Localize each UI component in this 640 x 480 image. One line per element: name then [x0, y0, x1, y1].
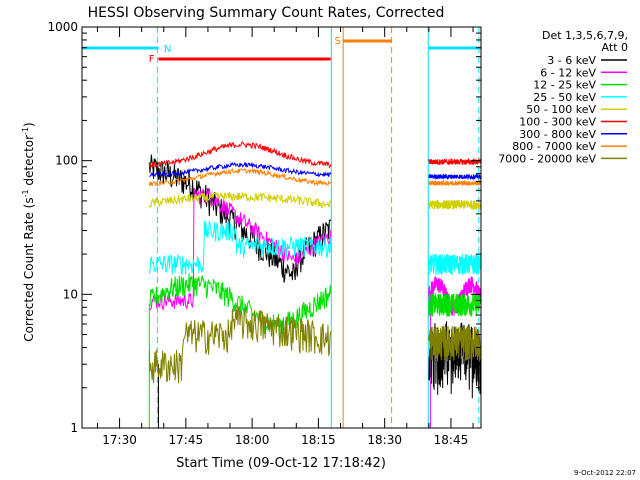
series-8-seg-b — [428, 179, 481, 187]
series-5-seg-a — [148, 191, 332, 209]
y-axis-label: Corrected Count Rate (s-1 detector-1) — [21, 122, 36, 341]
series-7-seg-b — [428, 172, 481, 181]
series-9-seg-a — [148, 305, 332, 384]
series-4-seg-b — [428, 253, 481, 276]
flag-label-s: S — [335, 36, 341, 47]
flag-label-f: F — [149, 54, 155, 65]
x-tick-label: 18:00 — [235, 433, 270, 447]
legend-label: 7000 - 20000 keV — [498, 152, 596, 165]
x-tick-label: 18:30 — [367, 433, 402, 447]
plot-area: NF S 1 10 100 1000 17:30 17:45 18:00 18:15 18:30 18… — [47, 20, 482, 447]
x-axis-label: Start Time (09-Oct-12 17:18:42) — [176, 456, 386, 471]
legend-label: 100 - 300 keV — [519, 116, 596, 129]
y-tick-label: 1 — [70, 421, 78, 435]
y-tick-label: 10 — [63, 287, 78, 301]
x-tick-label: 17:45 — [169, 433, 204, 447]
x-tick-label: 17:30 — [102, 433, 137, 447]
series-8-seg-a — [148, 167, 332, 187]
flag-label-n: N — [164, 44, 171, 55]
series-7-seg-a — [149, 160, 332, 179]
series-6-seg-a — [148, 141, 332, 169]
legend-label: 800 - 7000 keV — [512, 140, 596, 153]
series-3-seg-b — [428, 292, 481, 317]
chart-title: HESSI Observing Summary Count Rates, Cor… — [88, 5, 445, 21]
y-tick-label: 100 — [55, 154, 78, 168]
y-tick-label: 1000 — [47, 20, 78, 34]
x-tick-label: 18:45 — [434, 433, 469, 447]
series-5-seg-b — [428, 199, 481, 212]
legend-label: 3 - 6 keV — [547, 54, 596, 67]
legend-label: 25 - 50 keV — [533, 91, 596, 104]
legend-header-line-2: Att 0 — [602, 41, 628, 54]
legend-label: 50 - 100 keV — [526, 103, 596, 116]
legend-label: 300 - 800 keV — [519, 128, 596, 141]
legend-label: 6 - 12 keV — [540, 66, 596, 79]
legend-header-line-1: Det 1,3,5,6,7,9, — [542, 29, 628, 42]
generated-timestamp: 9-Oct-2012 22:07 — [574, 469, 636, 477]
series-2-seg-a — [149, 187, 332, 311]
legend-label: 12 - 25 keV — [533, 79, 596, 92]
plot-frame — [81, 26, 482, 429]
series-4-seg-a — [148, 220, 332, 276]
series-9-seg-b — [428, 325, 481, 362]
x-tick-label: 18:15 — [301, 433, 336, 447]
series-6-seg-b — [428, 157, 481, 166]
